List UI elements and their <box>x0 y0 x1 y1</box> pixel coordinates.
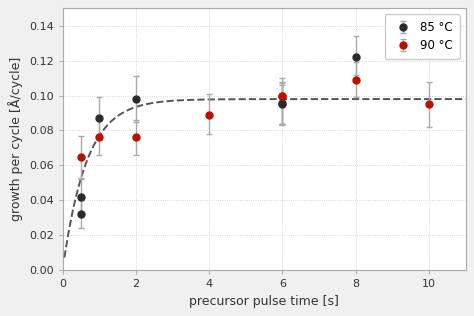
X-axis label: precursor pulse time [s]: precursor pulse time [s] <box>189 295 339 308</box>
Y-axis label: growth per cycle [Å/cycle]: growth per cycle [Å/cycle] <box>9 57 23 221</box>
Legend: 85 °C, 90 °C: 85 °C, 90 °C <box>384 14 460 59</box>
